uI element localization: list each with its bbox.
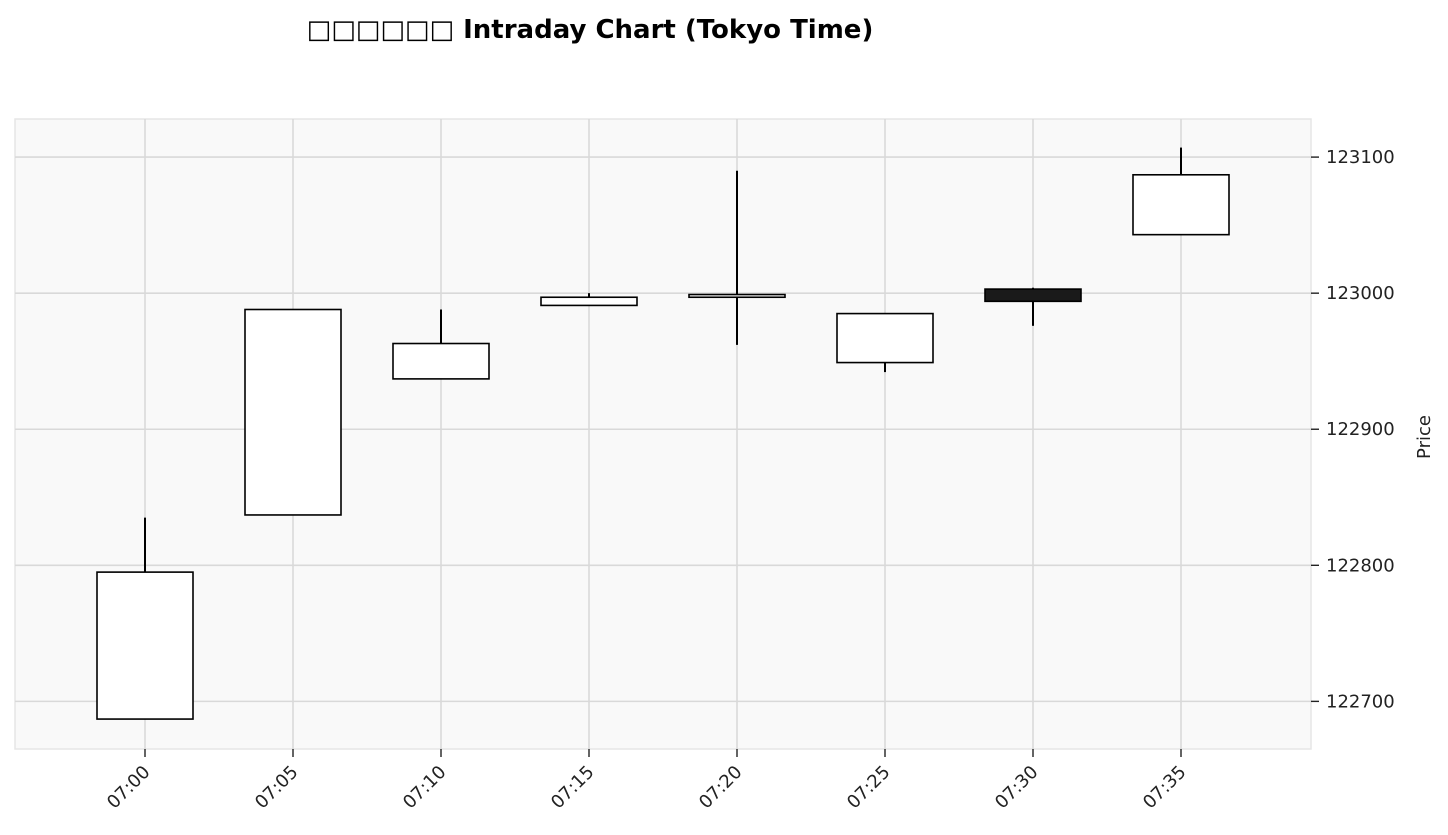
x-tick-label: 07:35 — [1139, 762, 1191, 814]
candle — [96, 517, 194, 720]
x-tick-label: 07:15 — [547, 762, 599, 814]
y-tick-label: 122800 — [1326, 555, 1395, 576]
y-tick-label: 123000 — [1326, 283, 1395, 304]
y-tick-label: 123100 — [1326, 147, 1395, 168]
candle-body-up — [836, 312, 934, 364]
candle — [1132, 147, 1230, 236]
x-tick-label: 07:10 — [399, 762, 451, 814]
candle-body-up — [1132, 173, 1230, 236]
candle — [836, 312, 934, 373]
y-axis: 122700 122800 122900 123000 123100 — [1311, 147, 1395, 712]
candle — [540, 293, 638, 307]
x-tick-label: 07:25 — [843, 762, 895, 814]
candle — [984, 287, 1082, 326]
plot-panel — [14, 118, 1312, 750]
candles — [96, 147, 1230, 720]
candle-body-up — [540, 296, 638, 307]
candle-body-up — [392, 342, 490, 380]
candle — [244, 308, 342, 516]
y-tick-label: 122900 — [1326, 419, 1395, 440]
plot-background — [14, 118, 1312, 750]
grid-lines — [15, 119, 1311, 749]
x-tick-label: 07:30 — [991, 762, 1043, 814]
chart-title: □□□□□□ Intraday Chart (Tokyo Time) — [307, 15, 874, 45]
candle-body-down — [984, 288, 1082, 303]
x-tick-label: 07:20 — [695, 762, 747, 814]
x-tick-label: 07:00 — [103, 762, 155, 814]
candle — [392, 309, 490, 380]
x-tick-label: 07:05 — [251, 762, 303, 814]
candle-body-up — [96, 571, 194, 720]
candle-body-up — [244, 308, 342, 516]
y-axis-label: Price — [1414, 415, 1435, 459]
candle — [688, 170, 786, 345]
y-tick-label: 122700 — [1326, 691, 1395, 712]
x-axis: 07:00 07:05 07:10 07:15 07:20 07:25 07:30 07:35 — [103, 749, 1191, 813]
candle-body-up — [688, 293, 786, 299]
